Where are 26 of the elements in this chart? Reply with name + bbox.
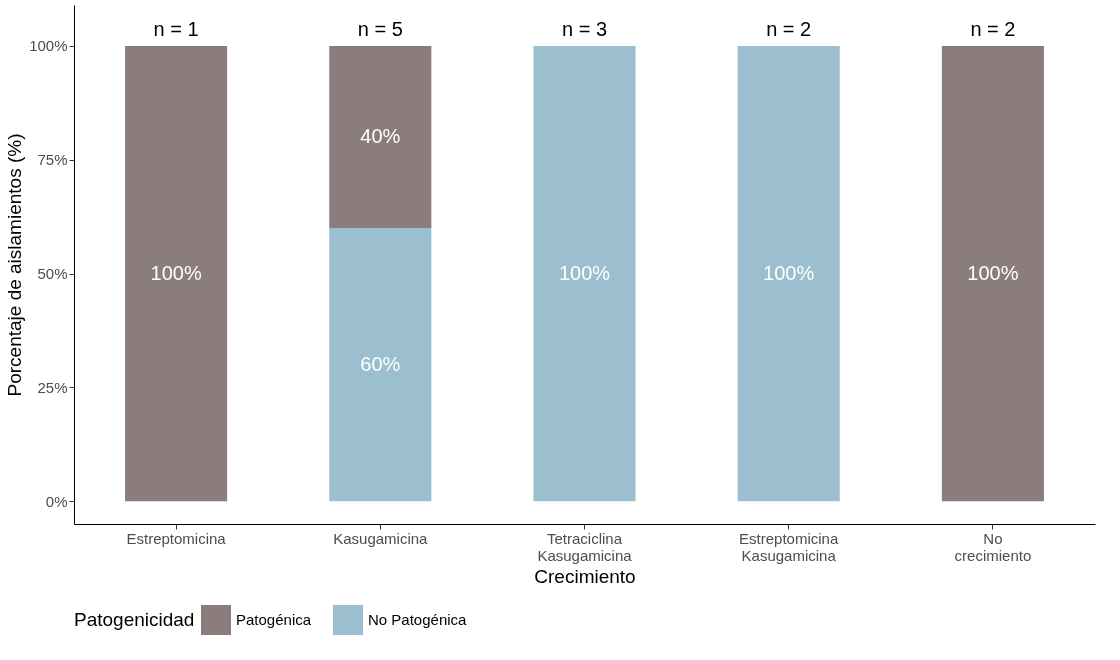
y-axis-title: Porcentaje de aislamientos (%): [4, 133, 26, 397]
x-tick-label: Estreptomicina: [126, 529, 227, 547]
y-tick-label: 0%: [45, 492, 68, 510]
data-label: 40%: [360, 125, 401, 148]
data-label: 100%: [150, 261, 202, 284]
data-label: 100%: [558, 261, 611, 284]
x-tick-label: Tetraciclina Kasugamicina: [537, 529, 633, 564]
x-tick-label: Estreptomicina Kasugamicina: [739, 529, 839, 564]
legend-title: Patogenicidad: [74, 609, 195, 630]
legend-label: No Patogénica: [368, 611, 468, 628]
data-label: 60%: [360, 352, 401, 375]
data-label: 100%: [967, 261, 1019, 284]
annotation: n = 1: [153, 17, 199, 40]
x-tick-label: No crecimiento: [954, 529, 1032, 564]
y-tick-label: 25%: [37, 378, 68, 396]
annotation: n = 5: [357, 17, 403, 40]
annotation: n = 2: [766, 17, 812, 40]
annotation: n = 2: [970, 17, 1016, 40]
y-tick-label: 100%: [29, 37, 68, 55]
annotation: n = 3: [561, 17, 608, 40]
x-axis-title: Crecimiento: [534, 565, 636, 587]
y-tick-label: 75%: [37, 151, 68, 169]
data-label: 100%: [763, 261, 815, 284]
x-tick-label: Kasugamicina: [333, 529, 429, 547]
y-tick-label: 50%: [37, 265, 68, 283]
legend-label: Patogénica: [236, 611, 312, 628]
